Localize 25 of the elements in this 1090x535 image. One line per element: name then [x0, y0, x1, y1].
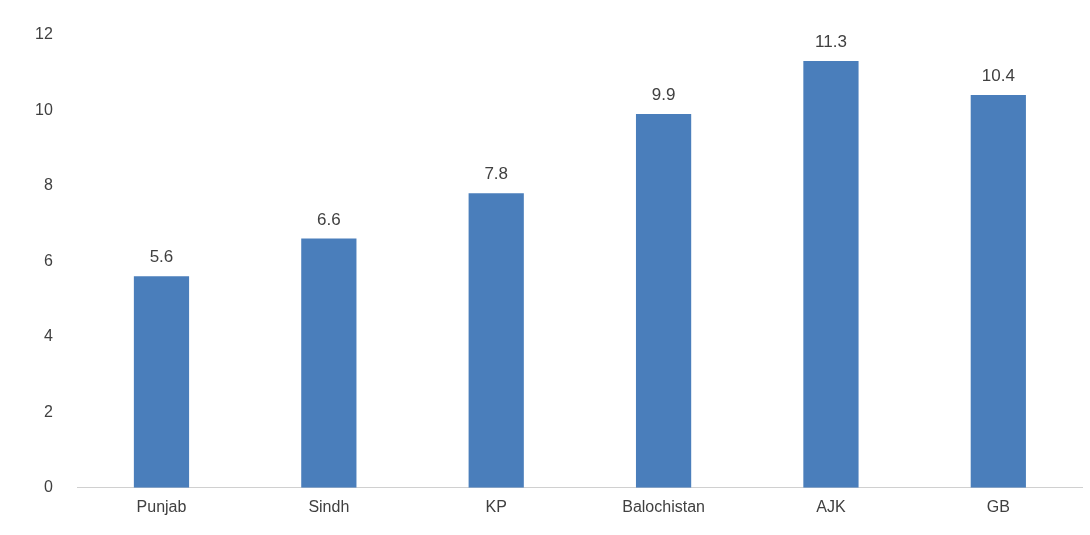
x-tick-label: GB — [986, 497, 1010, 515]
x-tick-label: AJK — [816, 497, 846, 515]
data-label: 5.6 — [149, 247, 174, 267]
y-tick-label: 10 — [35, 100, 53, 118]
y-tick-label: 6 — [43, 251, 53, 269]
data-label: 6.6 — [317, 209, 341, 229]
data-label: 11.3 — [815, 32, 847, 52]
data-label: 7.8 — [484, 164, 509, 184]
data-label: 9.9 — [651, 85, 676, 105]
bar — [468, 193, 524, 488]
x-tick-label: Punjab — [136, 497, 187, 515]
bar — [301, 238, 357, 488]
y-tick-label: 0 — [43, 478, 53, 496]
bar — [803, 61, 859, 488]
bar — [970, 95, 1026, 488]
data-label: 10.4 — [981, 66, 1015, 86]
x-tick-label: KP — [485, 497, 507, 515]
y-tick-label: 2 — [43, 402, 53, 420]
x-tick-label: Sindh — [308, 497, 350, 515]
y-tick-label: 8 — [43, 176, 53, 194]
bar — [133, 276, 190, 488]
x-tick-label: Balochistan — [622, 497, 705, 515]
bar — [635, 113, 692, 488]
y-tick-label: 12 — [35, 25, 53, 43]
y-tick-label: 4 — [43, 327, 53, 345]
